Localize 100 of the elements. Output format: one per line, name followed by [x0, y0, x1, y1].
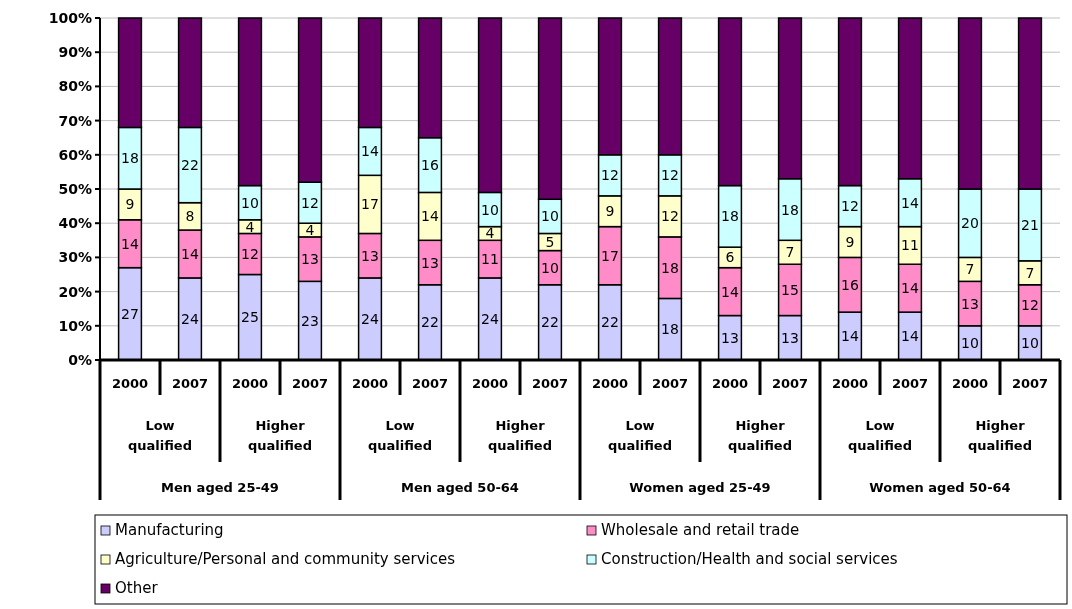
- data-label: 13: [301, 251, 319, 268]
- data-label: 9: [845, 234, 855, 251]
- data-label: 17: [601, 247, 619, 264]
- y-tick-label: 80%: [58, 78, 92, 95]
- x-tick-label: 2000: [951, 376, 989, 391]
- data-label: 18: [781, 201, 799, 218]
- data-label: 21: [1021, 216, 1039, 233]
- x-tick-label: 2000: [111, 376, 149, 391]
- text: Women aged 25-49: [629, 480, 771, 495]
- data-label: 14: [181, 245, 199, 262]
- data-label: 14: [901, 280, 919, 297]
- y-tick-label: 40%: [58, 215, 92, 232]
- data-label: 18: [661, 321, 679, 338]
- data-label: 24: [361, 310, 379, 327]
- data-label: 12: [601, 167, 619, 184]
- data-label: 7: [965, 261, 975, 278]
- data-label: 22: [601, 314, 619, 331]
- data-label: 23: [301, 312, 319, 329]
- y-tick-label: 90%: [58, 44, 92, 61]
- text: Women aged 50-64: [869, 480, 1011, 495]
- data-label: 13: [781, 329, 799, 346]
- data-label: 14: [901, 328, 919, 345]
- legend-label: Agriculture/Personal and community services: [115, 550, 456, 568]
- data-label: 12: [841, 198, 859, 215]
- data-label: 17: [361, 196, 379, 213]
- y-tick-label: 20%: [58, 283, 92, 300]
- data-label: 5: [545, 234, 555, 251]
- data-label: 12: [241, 245, 259, 262]
- data-label: 18: [721, 208, 739, 225]
- data-label: 24: [481, 310, 499, 327]
- x-tick-label: 2007: [651, 376, 689, 391]
- y-tick-label: 50%: [58, 181, 92, 197]
- text: Higher qualified: [487, 418, 553, 453]
- data-label: 14: [361, 143, 379, 160]
- text: Men aged 50-64: [401, 480, 519, 495]
- y-tick-label: 10%: [58, 317, 92, 334]
- legend-label: Wholesale and retail trade: [601, 521, 800, 539]
- data-label: 8: [185, 208, 195, 225]
- x-tick-label: 2007: [531, 376, 569, 391]
- data-label: 9: [605, 203, 615, 220]
- data-label: 10: [241, 194, 259, 211]
- data-label: 15: [781, 281, 799, 298]
- data-label: 6: [725, 249, 735, 266]
- x-tick-label: 2000: [831, 376, 869, 391]
- data-label: 14: [421, 208, 439, 225]
- x-tick-label: 2000: [591, 376, 629, 391]
- data-label: 22: [541, 314, 559, 331]
- y-tick-label: 100%: [48, 10, 92, 26]
- data-label: 4: [485, 225, 495, 242]
- legend-label: Other: [115, 579, 159, 597]
- text: Men aged 25-49: [161, 480, 279, 495]
- data-label: 14: [901, 194, 919, 211]
- data-label: 13: [421, 254, 439, 271]
- data-label: 11: [901, 237, 919, 254]
- data-label: 13: [721, 329, 739, 346]
- y-tick-label: 60%: [58, 146, 92, 163]
- y-tick-label: 70%: [58, 112, 92, 129]
- data-label: 12: [1021, 297, 1039, 314]
- data-label: 9: [125, 196, 135, 213]
- data-label: 20: [961, 215, 979, 232]
- x-tick-label: 2000: [711, 376, 749, 391]
- legend-label: Manufacturing: [115, 521, 224, 539]
- text: Higher qualified: [967, 418, 1033, 453]
- data-label: 12: [661, 167, 679, 184]
- x-tick-label: 2007: [291, 376, 329, 391]
- data-label: 4: [245, 218, 255, 235]
- text: Higher qualified: [247, 418, 313, 453]
- data-label: 27: [121, 305, 139, 322]
- x-tick-label: 2000: [471, 376, 509, 391]
- x-tick-label: 2000: [231, 376, 269, 391]
- text: Low qualified: [847, 418, 913, 453]
- data-label: 12: [661, 208, 679, 225]
- data-label: 10: [541, 208, 559, 225]
- x-tick-label: 2007: [891, 376, 929, 391]
- data-label: 14: [121, 235, 139, 252]
- x-tick-label: 2007: [411, 376, 449, 391]
- text: Low qualified: [607, 418, 673, 453]
- y-tick-label: 30%: [58, 249, 92, 266]
- data-label: 22: [421, 314, 439, 331]
- data-label: 10: [961, 334, 979, 351]
- data-label: 10: [1021, 334, 1039, 351]
- data-label: 12: [301, 194, 319, 211]
- x-tick-label: 2007: [171, 376, 209, 391]
- data-label: 7: [785, 244, 795, 261]
- data-label: 24: [181, 310, 199, 327]
- x-tick-label: 2000: [351, 376, 389, 391]
- data-label: 14: [841, 328, 859, 345]
- data-label: 18: [121, 150, 139, 167]
- data-label: 11: [481, 251, 499, 268]
- data-label: 16: [421, 157, 439, 174]
- data-label: 14: [721, 283, 739, 300]
- data-label: 13: [361, 247, 379, 264]
- data-label: 18: [661, 259, 679, 276]
- x-tick-label: 2007: [771, 376, 809, 391]
- data-label: 10: [481, 201, 499, 218]
- legend-label: Construction/Health and social services: [601, 550, 898, 568]
- data-label: 16: [841, 276, 859, 293]
- data-label: 10: [541, 259, 559, 276]
- y-tick-label: 0%: [68, 352, 92, 368]
- data-label: 25: [241, 309, 259, 326]
